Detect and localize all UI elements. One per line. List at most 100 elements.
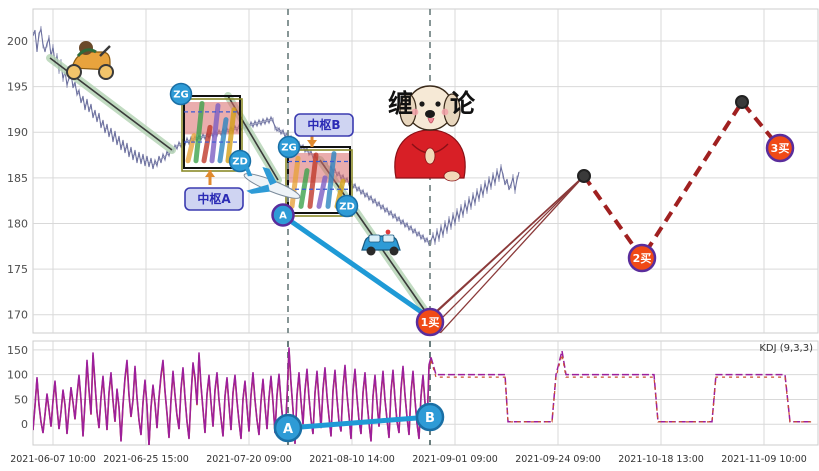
dog-tongue [427, 117, 435, 124]
buy-point-2-circle [627, 243, 657, 273]
annotation-label: 中枢B [307, 117, 340, 132]
kdj-panel-frame [32, 340, 819, 446]
pivot-stroke-bar [193, 100, 205, 164]
pivot-stroke-bar [209, 103, 221, 164]
price-y-tick-label: 200 [7, 35, 28, 48]
x-tick-label: 2021-11-09 10:00 [721, 454, 807, 465]
car-wheel-rear [389, 246, 399, 256]
pivot-stroke-bar [225, 107, 237, 164]
pivot-stroke-bar [217, 117, 229, 164]
markers-group: ZG ZD ZG ZD A 1买 2买 3买 A B [169, 82, 795, 443]
watermark-text-left: 缠 [388, 89, 413, 118]
annotation-arrow-head [307, 140, 317, 147]
dog-blush-right [441, 108, 449, 116]
kdj-marker-b-circle [415, 402, 445, 432]
scooter-wheel-front [98, 64, 114, 80]
zg-badge-b-text: ZG [281, 143, 296, 154]
pivot-zone-a [181, 95, 243, 172]
buy-point-3-text: 3买 [771, 142, 790, 155]
pivot-stroke-bar [325, 151, 337, 209]
zg-badge-a-circle [169, 82, 193, 106]
blue-trend-line [279, 212, 433, 321]
annotation-box [294, 113, 354, 137]
kdj-k-line [33, 347, 432, 445]
buy-point-3[interactable]: 3买 [765, 133, 795, 163]
pivot-stroke-bar [316, 175, 328, 209]
pivot-rect-outer [183, 95, 241, 169]
label-a-price[interactable]: A [271, 203, 295, 227]
buy-point-2[interactable]: 2买 [627, 243, 657, 273]
kdj-y-tick-label: 100 [7, 369, 28, 382]
future-peak-node [735, 95, 749, 109]
buy-point-3-circle [765, 133, 795, 163]
zg-badge-a[interactable]: ZG [169, 82, 193, 106]
kdj-marker-a[interactable]: A [273, 413, 303, 443]
pivot-stroke-bar [298, 168, 310, 209]
kdj-indicator-label: KDJ (9,3,3) [759, 343, 813, 354]
kdj-series-group [33, 347, 812, 445]
kdj-marker-a-circle [273, 413, 303, 443]
buy-point-2-text: 2买 [633, 252, 652, 265]
plane-wing-upper [262, 167, 277, 186]
buy-point-1[interactable]: 1买 [415, 307, 445, 337]
x-tick-label: 2021-07-20 09:00 [206, 454, 292, 465]
car-roof-light [385, 229, 391, 235]
dog-blush-left [411, 108, 419, 116]
zg-badge-b-circle [277, 135, 301, 159]
airplane-sprite [243, 164, 301, 199]
rider-body [76, 48, 97, 57]
car-sprite [361, 229, 401, 256]
kdj-y-tick-label: 0 [21, 418, 28, 431]
divider-lines-group [287, 9, 431, 445]
dog-nose [425, 110, 435, 118]
dog-eye-left [419, 101, 425, 107]
plane-wing-lower [246, 184, 270, 194]
changlun-logo-group: 缠论 [388, 85, 476, 182]
kdj-divergence-group [285, 414, 433, 431]
x-tick-label: 2021-10-18 13:00 [618, 454, 704, 465]
monk-foot [443, 170, 461, 182]
pivot-stroke-bar [201, 124, 213, 164]
zg-badge-b[interactable]: ZG [277, 135, 301, 159]
kdj-y-tick-label: 150 [7, 344, 28, 357]
x-tick-label: 2021-06-25 15:00 [103, 454, 189, 465]
price-y-tick-label: 185 [7, 172, 28, 185]
pivot-stroke-bar [307, 152, 319, 209]
rebound-fan-line [419, 175, 585, 327]
decorative-sprites-group [66, 41, 401, 256]
annotation-label: 中枢A [197, 191, 231, 206]
plane-tail [243, 164, 253, 177]
price-y-tick-label: 175 [7, 263, 28, 276]
zg-badge-a-text: ZG [173, 90, 188, 101]
zd-badge-a-text: ZD [232, 157, 248, 168]
pivot-annotation-a: 中枢A [184, 170, 244, 211]
annotation-box [184, 187, 244, 211]
dog-eye-right [435, 101, 441, 107]
axis-labels-group: 200 195 190 185 180 175 170 150 100 50 0 2021-06-07… [7, 35, 807, 465]
pivot-stroke-bar [185, 133, 197, 164]
price-line-shadow [33, 25, 519, 246]
price-y-tick-label: 180 [7, 217, 28, 230]
kdj-projected-line [430, 350, 812, 423]
car-wheel-front [366, 246, 376, 256]
label-a-price-text: A [279, 211, 287, 222]
scooter-handlebar [99, 45, 111, 57]
scooter-sprite [66, 41, 114, 80]
buy-point-1-circle [415, 307, 445, 337]
annotation-arrow-head [205, 170, 215, 177]
kdj-marker-b[interactable]: B [415, 402, 445, 432]
x-tick-label: 2021-09-01 09:00 [412, 454, 498, 465]
projected-path-group [582, 98, 782, 262]
price-y-tick-label: 170 [7, 309, 28, 322]
price-series-group [33, 25, 520, 247]
price-y-tick-label: 195 [7, 81, 28, 94]
kdj-projected-line-2 [430, 354, 812, 423]
kdj-y-tick-label: 50 [14, 393, 28, 406]
zd-badge-b[interactable]: ZD [335, 194, 359, 218]
x-tick-label: 2021-08-10 14:00 [309, 454, 395, 465]
kdj-marker-a-text: A [283, 422, 293, 437]
blue-trend-segment-group [279, 212, 433, 321]
car-window-front [368, 234, 381, 243]
